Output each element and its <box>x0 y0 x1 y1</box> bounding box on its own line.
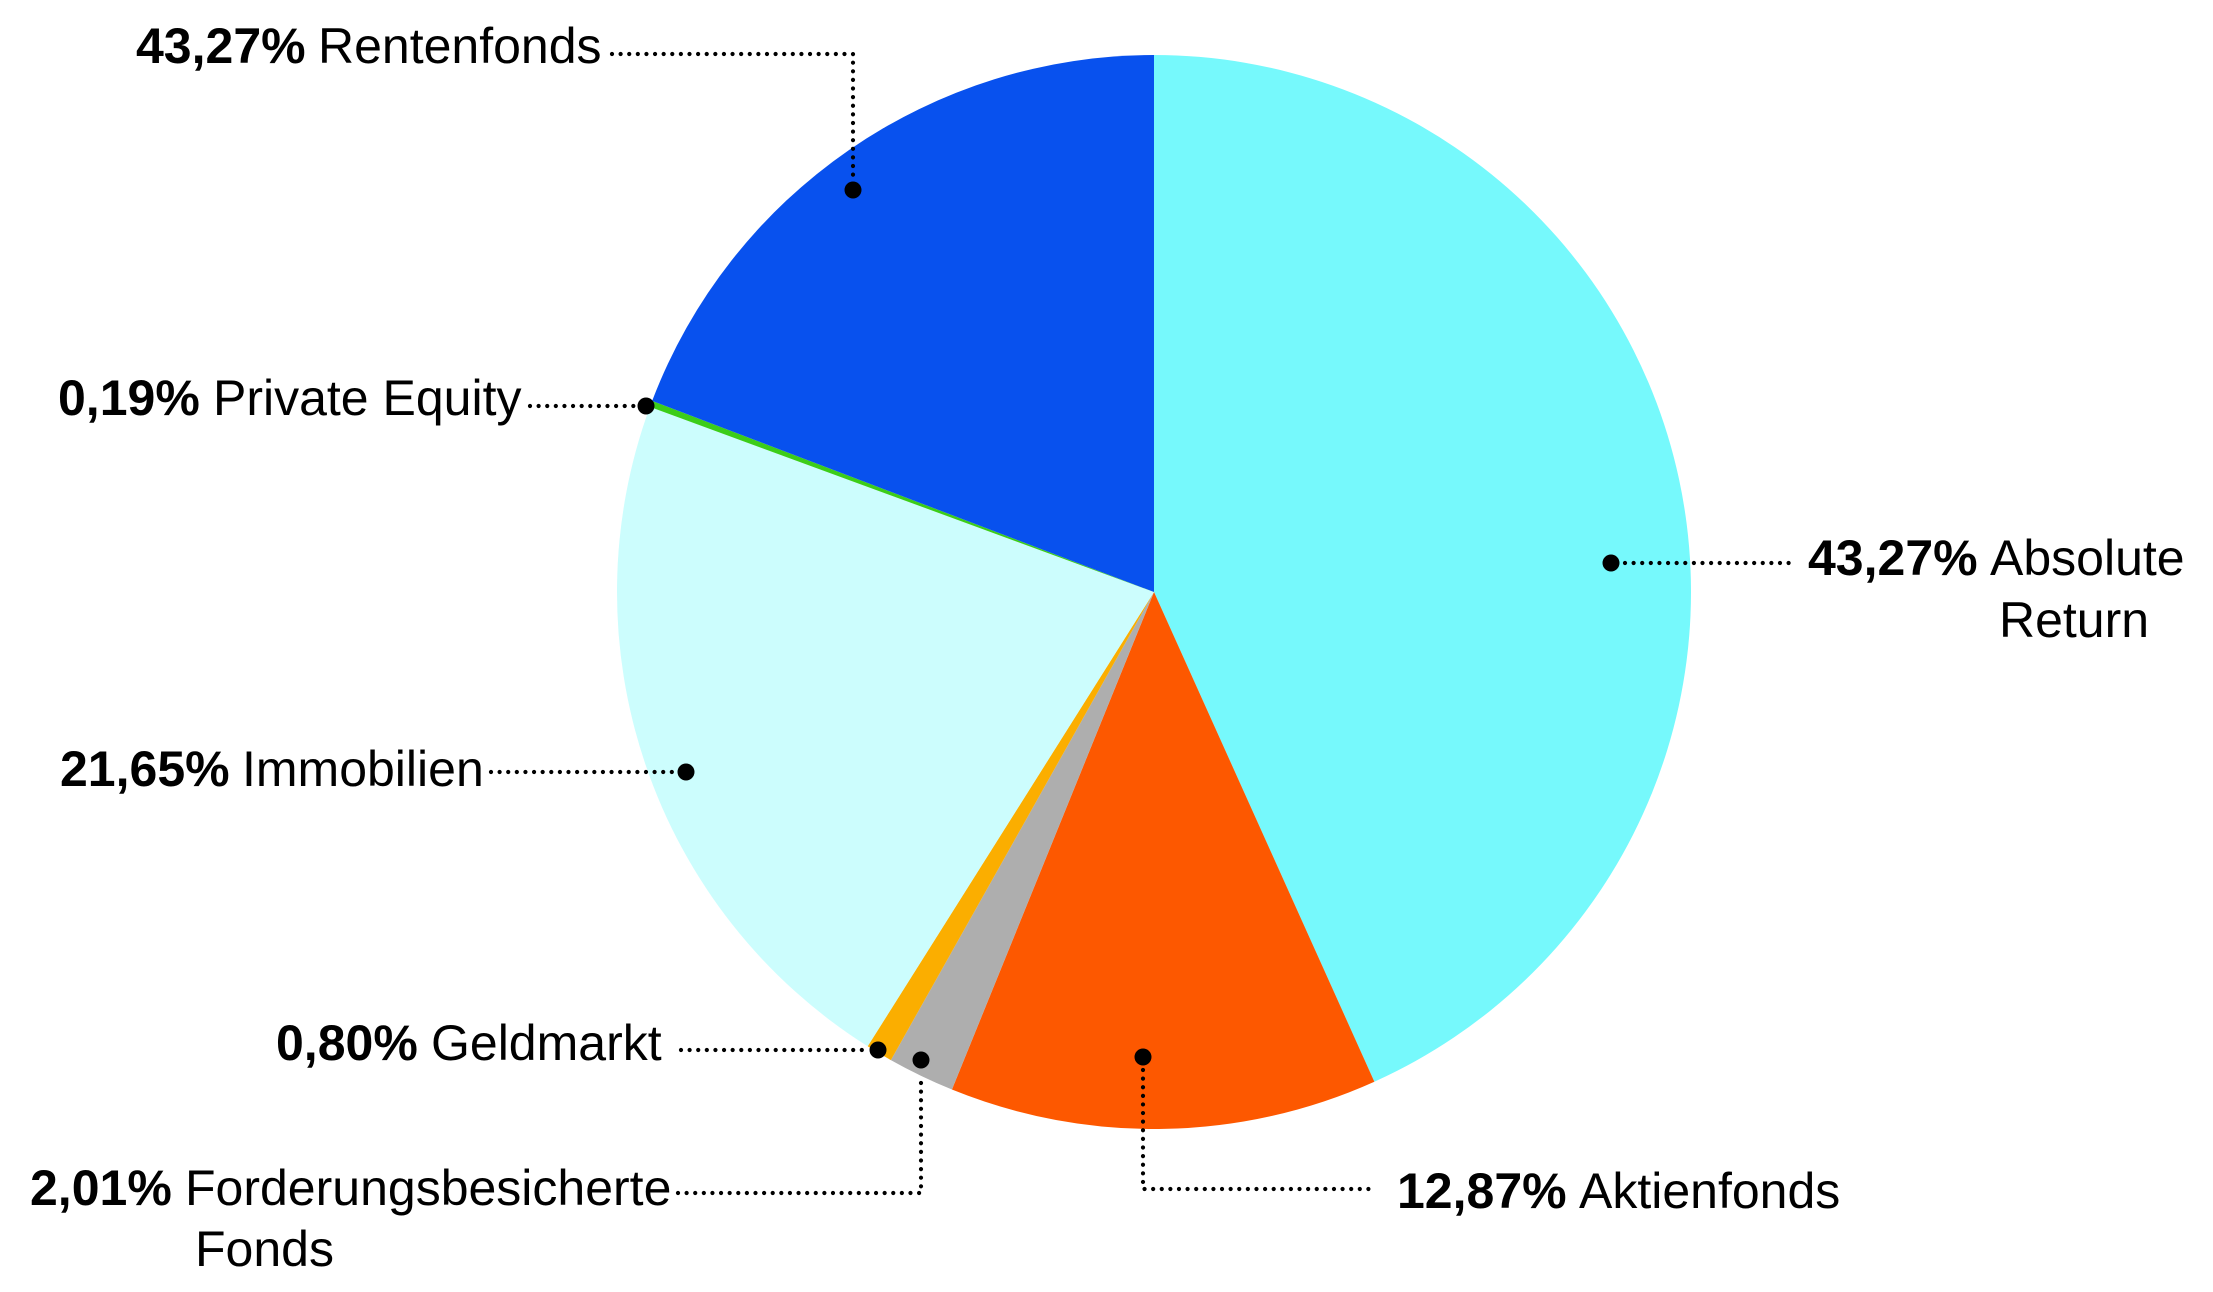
svg-text:0,19%Private Equity: 0,19% Private Equity <box>58 370 521 426</box>
svg-text:Return: Return <box>1999 592 2149 648</box>
svg-text:43,27%Rentenfonds: 43,27% Rentenfonds <box>136 18 602 74</box>
svg-text:12,87%Aktienfonds: 12,87% Aktienfonds <box>1397 1163 1840 1219</box>
svg-text:2,01%Forderungsbesicherte: 2,01% Forderungsbesicherte <box>30 1160 671 1216</box>
svg-text:Fonds: Fonds <box>195 1221 334 1277</box>
svg-text:0,80%Geldmarkt: 0,80% Geldmarkt <box>276 1015 662 1071</box>
svg-text:21,65%Immobilien: 21,65% Immobilien <box>60 741 484 797</box>
svg-text:43,27%Absolute: 43,27% Absolute <box>1808 530 2185 586</box>
